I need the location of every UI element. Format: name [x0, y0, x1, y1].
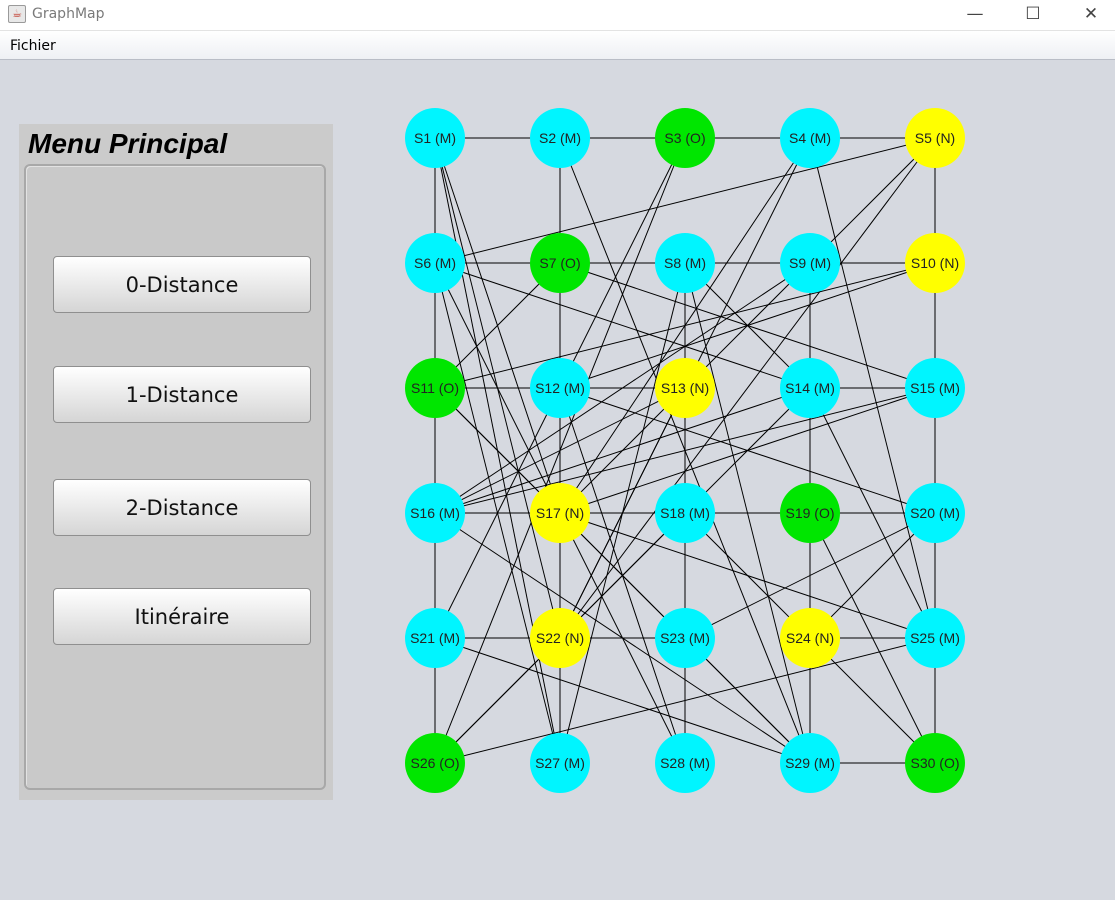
node-label: S23 (M)	[660, 630, 710, 646]
node-label: S9 (M)	[789, 255, 831, 271]
node-label: S10 (N)	[911, 255, 959, 271]
graph-node-s11[interactable]: S11 (O)	[405, 358, 465, 418]
node-label: S3 (O)	[664, 130, 705, 146]
graph-node-s9[interactable]: S9 (M)	[780, 233, 840, 293]
graph-node-s26[interactable]: S26 (O)	[405, 733, 465, 793]
graph-edge	[435, 263, 810, 388]
node-label: S30 (O)	[910, 755, 959, 771]
node-label: S19 (O)	[785, 505, 834, 521]
node-label: S16 (M)	[410, 505, 460, 521]
graph-node-s3[interactable]: S3 (O)	[655, 108, 715, 168]
graph-node-s6[interactable]: S6 (M)	[405, 233, 465, 293]
graph-node-s15[interactable]: S15 (M)	[905, 358, 965, 418]
graph-node-s10[interactable]: S10 (N)	[905, 233, 965, 293]
graph-node-s4[interactable]: S4 (M)	[780, 108, 840, 168]
graph-node-s1[interactable]: S1 (M)	[405, 108, 465, 168]
graph-node-s7[interactable]: S7 (O)	[530, 233, 590, 293]
node-label: S4 (M)	[789, 130, 831, 146]
node-label: S29 (M)	[785, 755, 835, 771]
graph-node-s23[interactable]: S23 (M)	[655, 608, 715, 668]
node-label: S27 (M)	[535, 755, 585, 771]
graph-node-s20[interactable]: S20 (M)	[905, 483, 965, 543]
node-label: S2 (M)	[539, 130, 581, 146]
graph-node-s17[interactable]: S17 (N)	[530, 483, 590, 543]
node-label: S12 (M)	[535, 380, 585, 396]
graph-node-s29[interactable]: S29 (M)	[780, 733, 840, 793]
graph-node-s13[interactable]: S13 (N)	[655, 358, 715, 418]
graph-node-s24[interactable]: S24 (N)	[780, 608, 840, 668]
node-label: S18 (M)	[660, 505, 710, 521]
graph-edge	[435, 638, 810, 763]
node-label: S17 (N)	[536, 505, 584, 521]
node-label: S8 (M)	[664, 255, 706, 271]
graph-node-s30[interactable]: S30 (O)	[905, 733, 965, 793]
node-label: S13 (N)	[661, 380, 709, 396]
graph-node-s2[interactable]: S2 (M)	[530, 108, 590, 168]
graph-node-s18[interactable]: S18 (M)	[655, 483, 715, 543]
node-label: S1 (M)	[414, 130, 456, 146]
node-label: S28 (M)	[660, 755, 710, 771]
graph-edge	[560, 388, 685, 763]
node-label: S6 (M)	[414, 255, 456, 271]
node-label: S5 (N)	[915, 130, 955, 146]
graph-node-s16[interactable]: S16 (M)	[405, 483, 465, 543]
graph-node-s19[interactable]: S19 (O)	[780, 483, 840, 543]
node-label: S14 (M)	[785, 380, 835, 396]
graph-edge	[435, 388, 810, 513]
node-label: S22 (N)	[536, 630, 584, 646]
graph-node-s12[interactable]: S12 (M)	[530, 358, 590, 418]
node-label: S26 (O)	[410, 755, 459, 771]
graph-node-s14[interactable]: S14 (M)	[780, 358, 840, 418]
node-label: S24 (N)	[786, 630, 834, 646]
graph-node-s28[interactable]: S28 (M)	[655, 733, 715, 793]
graph-node-s21[interactable]: S21 (M)	[405, 608, 465, 668]
node-label: S11 (O)	[411, 380, 459, 396]
graph-node-s8[interactable]: S8 (M)	[655, 233, 715, 293]
graph-node-s22[interactable]: S22 (N)	[530, 608, 590, 668]
node-label: S21 (M)	[410, 630, 460, 646]
graph-node-s5[interactable]: S5 (N)	[905, 108, 965, 168]
graph-node-s27[interactable]: S27 (M)	[530, 733, 590, 793]
node-label: S15 (M)	[910, 380, 960, 396]
node-label: S20 (M)	[910, 505, 960, 521]
node-label: S25 (M)	[910, 630, 960, 646]
node-label: S7 (O)	[539, 255, 580, 271]
graph-node-s25[interactable]: S25 (M)	[905, 608, 965, 668]
